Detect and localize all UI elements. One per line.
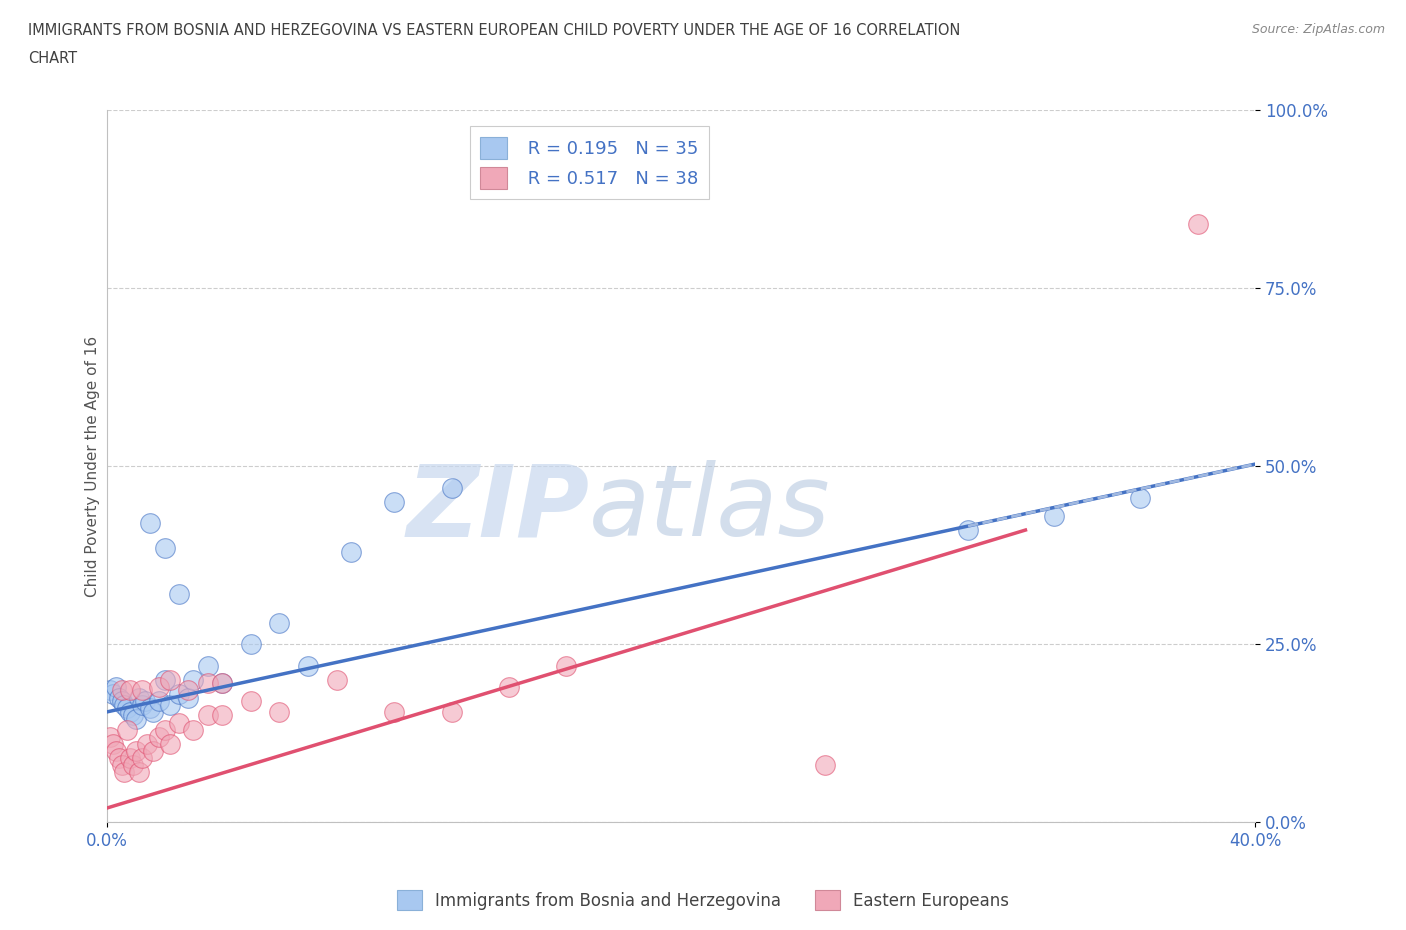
Point bbox=[98, 729, 121, 744]
Legend: Immigrants from Bosnia and Herzegovina, Eastern Europeans: Immigrants from Bosnia and Herzegovina, … bbox=[391, 884, 1015, 917]
Point bbox=[269, 616, 291, 631]
Point bbox=[297, 658, 319, 673]
Point bbox=[1129, 491, 1152, 506]
Point bbox=[110, 694, 132, 709]
Point bbox=[239, 694, 262, 709]
Point bbox=[176, 690, 198, 705]
Point bbox=[153, 723, 176, 737]
Point bbox=[382, 495, 405, 510]
Point bbox=[125, 711, 148, 726]
Point bbox=[167, 686, 190, 701]
Point bbox=[211, 676, 233, 691]
Point bbox=[101, 737, 124, 751]
Point bbox=[211, 708, 233, 723]
Text: CHART: CHART bbox=[28, 51, 77, 66]
Legend:  R = 0.195   N = 35,  R = 0.517   N = 38: R = 0.195 N = 35, R = 0.517 N = 38 bbox=[470, 126, 709, 199]
Point bbox=[167, 715, 190, 730]
Point bbox=[183, 672, 205, 687]
Point bbox=[159, 698, 181, 712]
Point bbox=[114, 764, 136, 779]
Point bbox=[142, 704, 165, 719]
Point bbox=[148, 680, 170, 695]
Point bbox=[197, 658, 219, 673]
Point bbox=[139, 516, 162, 531]
Point bbox=[1043, 509, 1066, 524]
Point bbox=[382, 704, 405, 719]
Point bbox=[110, 758, 132, 773]
Point bbox=[239, 637, 262, 652]
Point bbox=[148, 729, 170, 744]
Point bbox=[159, 737, 181, 751]
Point bbox=[440, 480, 463, 495]
Point bbox=[269, 704, 291, 719]
Point bbox=[167, 587, 190, 602]
Point bbox=[440, 704, 463, 719]
Point bbox=[117, 701, 139, 716]
Point bbox=[340, 544, 363, 559]
Point bbox=[107, 690, 129, 705]
Point bbox=[128, 690, 150, 705]
Point bbox=[98, 683, 121, 698]
Point bbox=[104, 680, 127, 695]
Point bbox=[114, 698, 136, 712]
Point bbox=[326, 672, 349, 687]
Point bbox=[107, 751, 129, 765]
Point bbox=[498, 680, 520, 695]
Point bbox=[101, 686, 124, 701]
Point bbox=[122, 708, 145, 723]
Point bbox=[120, 683, 142, 698]
Point bbox=[183, 723, 205, 737]
Point bbox=[1187, 217, 1209, 232]
Point bbox=[142, 744, 165, 759]
Text: ZIP: ZIP bbox=[406, 460, 589, 557]
Point bbox=[211, 676, 233, 691]
Point bbox=[159, 672, 181, 687]
Point bbox=[957, 523, 980, 538]
Point bbox=[197, 708, 219, 723]
Point bbox=[125, 744, 148, 759]
Point bbox=[136, 737, 159, 751]
Point bbox=[104, 744, 127, 759]
Point bbox=[176, 683, 198, 698]
Point bbox=[139, 701, 162, 716]
Y-axis label: Child Poverty Under the Age of 16: Child Poverty Under the Age of 16 bbox=[86, 336, 100, 597]
Point bbox=[148, 694, 170, 709]
Point bbox=[153, 672, 176, 687]
Point bbox=[131, 683, 153, 698]
Point bbox=[117, 723, 139, 737]
Point bbox=[120, 704, 142, 719]
Point bbox=[131, 698, 153, 712]
Point bbox=[153, 540, 176, 555]
Text: atlas: atlas bbox=[589, 460, 831, 557]
Point bbox=[131, 751, 153, 765]
Point bbox=[813, 758, 835, 773]
Point bbox=[128, 764, 150, 779]
Point bbox=[122, 758, 145, 773]
Point bbox=[197, 676, 219, 691]
Point bbox=[555, 658, 578, 673]
Point bbox=[110, 683, 132, 698]
Point bbox=[134, 694, 156, 709]
Text: IMMIGRANTS FROM BOSNIA AND HERZEGOVINA VS EASTERN EUROPEAN CHILD POVERTY UNDER T: IMMIGRANTS FROM BOSNIA AND HERZEGOVINA V… bbox=[28, 23, 960, 38]
Text: Source: ZipAtlas.com: Source: ZipAtlas.com bbox=[1251, 23, 1385, 36]
Point bbox=[120, 751, 142, 765]
